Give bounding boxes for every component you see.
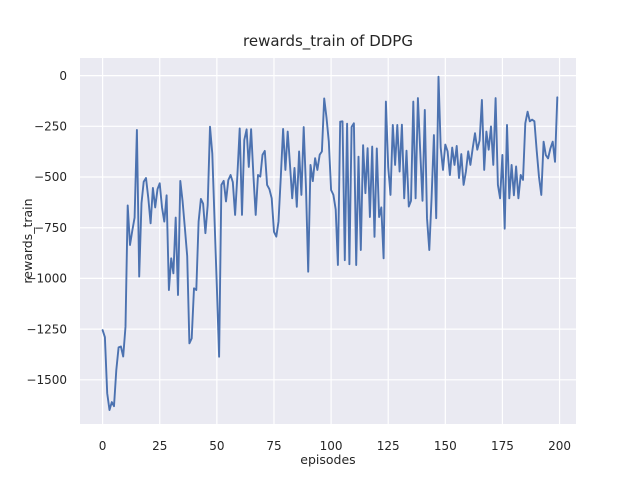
x-tick-label: 100 (320, 439, 343, 453)
y-tick-labels: 0 −250 −500 −750 −1000 −1250 −1500 (26, 69, 67, 387)
x-tick-label: 75 (266, 439, 281, 453)
x-tick-label: 25 (152, 439, 167, 453)
chart-title: rewards_train of DDPG (243, 32, 413, 51)
y-tick-label: 0 (59, 69, 67, 83)
x-axis-label: episodes (300, 452, 355, 467)
x-tick-labels: 0 25 50 75 100 125 150 175 200 (99, 439, 571, 453)
y-tick-label: −1500 (26, 373, 67, 387)
y-tick-label: −1000 (26, 272, 67, 286)
plot-area (80, 58, 576, 424)
x-tick-label: 0 (99, 439, 107, 453)
y-tick-label: −500 (34, 170, 67, 184)
x-tick-label: 150 (434, 439, 457, 453)
gridlines (80, 58, 576, 424)
y-tick-label: −750 (34, 221, 67, 235)
x-tick-label: 125 (377, 439, 400, 453)
y-axis-label: rewards_train (20, 198, 35, 283)
y-tick-label: −250 (34, 120, 67, 134)
x-tick-label: 175 (491, 439, 514, 453)
y-tick-label: −1250 (26, 322, 67, 336)
x-tick-label: 50 (209, 439, 224, 453)
reward-line-series (101, 75, 559, 411)
x-tick-label: 200 (548, 439, 571, 453)
